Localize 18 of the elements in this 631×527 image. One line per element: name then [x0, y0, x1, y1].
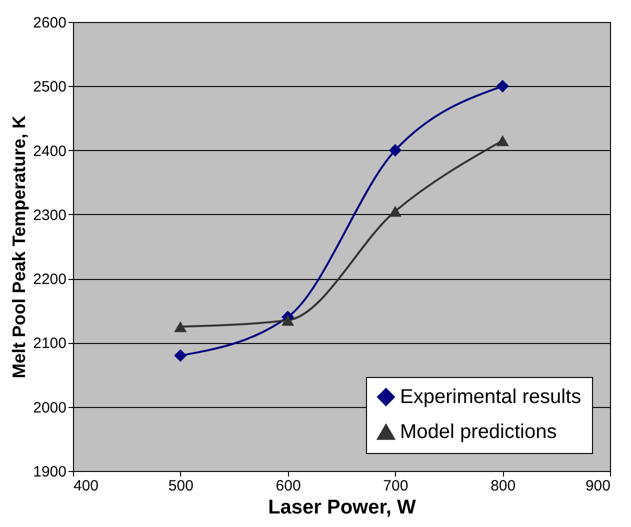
y-axis-title: Melt Pool Peak Temperature, K	[9, 116, 30, 378]
y-tick-label: 2100	[33, 335, 66, 352]
y-tick-label: 2400	[33, 142, 66, 160]
legend-label: Model predictions	[400, 421, 557, 443]
y-tick-label: 2200	[33, 271, 66, 288]
legend-label: Experimental results	[400, 386, 582, 408]
x-tick-label: 900	[585, 478, 610, 494]
x-tick-label: 400	[74, 478, 99, 494]
x-tick-label: 700	[383, 478, 408, 494]
x-tick-label: 500	[168, 478, 194, 494]
y-tick-label: 1900	[33, 464, 66, 480]
y-tick-label: 2300	[33, 206, 66, 224]
x-tick-label: 600	[276, 478, 301, 494]
x-axis-title: Laser Power, W	[268, 496, 416, 518]
y-tick-label: 2600	[33, 14, 66, 32]
x-tick-label: 800	[490, 478, 516, 494]
y-tick-label: 2000	[33, 399, 66, 416]
y-tick-label: 2500	[33, 78, 66, 96]
